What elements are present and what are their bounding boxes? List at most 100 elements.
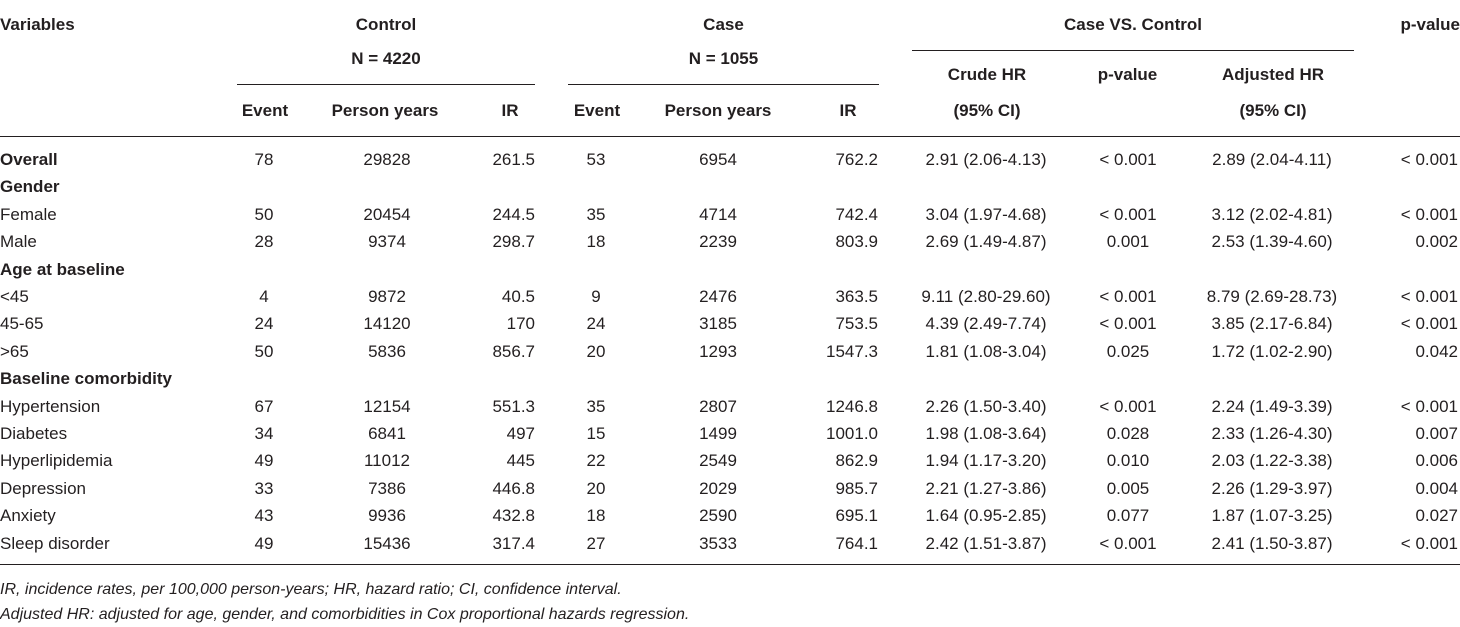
table-cell: 2.24 (1.49-3.39) <box>1211 396 1333 416</box>
table-cell: 18 <box>586 232 606 252</box>
table-cell: 20454 <box>363 204 411 224</box>
table-cell: 1499 <box>699 424 737 443</box>
table-cell: 244.5 <box>492 204 535 224</box>
table-cell: 2.33 (1.26-4.30) <box>1211 424 1333 443</box>
table-cell: 43 <box>254 506 274 526</box>
table-cell: 0.004 <box>1415 478 1458 498</box>
row-label: Anxiety <box>0 506 56 526</box>
table-cell: 2476 <box>699 287 737 306</box>
table-cell: 5836 <box>368 341 406 361</box>
table-cell: < 0.001 <box>1099 150 1157 169</box>
table-cell: 9.11 (2.80-29.60) <box>921 287 1051 306</box>
table-cell: 0.002 <box>1415 232 1458 252</box>
table-cell: 18 <box>586 506 606 526</box>
table-cell: 1.64 (0.95-2.85) <box>925 506 1047 526</box>
table-cell: 40.5 <box>501 287 535 306</box>
table-cell: < 0.001 <box>1099 287 1157 306</box>
table-cell: 15436 <box>363 533 411 553</box>
rule-comparison <box>912 50 1354 51</box>
table-row: Baseline comorbidity <box>0 365 1460 392</box>
rule-control <box>237 84 535 85</box>
row-label: <45 <box>0 287 29 306</box>
table-cell: 0.005 <box>1106 478 1150 498</box>
table-cell: 1.72 (1.02-2.90) <box>1211 341 1333 361</box>
row-label: 45-65 <box>0 314 44 334</box>
table-cell: 298.7 <box>492 232 535 252</box>
header-comparison: Case VS. Control <box>1064 15 1202 34</box>
table-cell: 856.7 <box>492 341 535 361</box>
table-row: Male 28 9374 298.7 18 2239 803.9 2.69 (1.49-4.8… <box>0 228 1460 255</box>
table-cell: 2.89 (2.04-4.11) <box>1212 150 1332 169</box>
table-cell: 34 <box>254 424 274 443</box>
table-cell: 0.007 <box>1415 424 1458 443</box>
table-cell: 862.9 <box>835 451 878 471</box>
table-cell: 50 <box>254 204 274 224</box>
table-cell: 35 <box>586 204 606 224</box>
table-cell: 317.4 <box>492 533 535 553</box>
table-cell: 695.1 <box>835 506 878 526</box>
rule-case <box>568 84 879 85</box>
section-label: Baseline comorbidity <box>0 369 172 389</box>
table-cell: 15 <box>586 424 606 443</box>
table-row: Sleep disorder 49 15436 317.4 27 3533 764.1 2.4… <box>0 530 1460 557</box>
row-label: Female <box>0 204 57 224</box>
table-cell: 2807 <box>699 396 737 416</box>
table-cell: 2.26 (1.50-3.40) <box>925 396 1047 416</box>
table-cell: 4 <box>259 287 269 306</box>
table-cell: 9 <box>591 287 601 306</box>
table-cell: 9374 <box>368 232 406 252</box>
row-label: Sleep disorder <box>0 533 110 553</box>
table-cell: 78 <box>254 150 274 169</box>
table-cell: 12154 <box>363 396 411 416</box>
table-cell: 1.94 (1.17-3.20) <box>925 451 1047 471</box>
table-cell: 2.21 (1.27-3.86) <box>925 478 1047 498</box>
table-cell: 7386 <box>368 478 406 498</box>
table-cell: < 0.001 <box>1400 150 1458 169</box>
header-pvalue-outer: p-value <box>1400 15 1460 34</box>
table-cell: 11012 <box>363 451 410 471</box>
table-cell: 2.91 (2.06-4.13) <box>925 150 1047 169</box>
table-cell: < 0.001 <box>1099 204 1157 224</box>
table-cell: 1.81 (1.08-3.04) <box>925 341 1047 361</box>
table-cell: 24 <box>586 314 606 334</box>
table-cell: 22 <box>586 451 606 471</box>
table-cell: 9872 <box>368 287 406 306</box>
header-control-n: N = 4220 <box>351 49 421 68</box>
row-label: Hypertension <box>0 396 101 416</box>
table-cell: 0.010 <box>1106 451 1150 471</box>
table-cell: 53 <box>586 150 606 169</box>
section-label: Gender <box>0 177 60 197</box>
table-cell: 4714 <box>699 204 737 224</box>
section-label: Overall <box>0 150 58 169</box>
table-cell: 67 <box>254 396 274 416</box>
header-adjusted-hr: Adjusted HR <box>1222 65 1324 84</box>
table-cell: 14120 <box>363 314 411 334</box>
table-cell: 764.1 <box>835 533 878 553</box>
header-adjusted-hr-ci: (95% CI) <box>1239 101 1307 120</box>
header-person-years-control: Person years <box>331 101 439 120</box>
table-cell: 2.03 (1.22-3.38) <box>1211 451 1333 471</box>
row-label: Hyperlipidemia <box>0 451 113 471</box>
table-row: Anxiety 43 9936 432.8 18 2590 695.1 1.64 (0.95-… <box>0 502 1460 529</box>
table-cell: 2.26 (1.29-3.97) <box>1211 478 1333 498</box>
table-cell: 49 <box>254 451 274 471</box>
table-cell: 2549 <box>699 451 737 471</box>
table-cell: < 0.001 <box>1400 396 1458 416</box>
table-cell: 803.9 <box>835 232 878 252</box>
table-cell: 1.98 (1.08-3.64) <box>925 424 1047 443</box>
table-cell: 9936 <box>368 506 406 526</box>
footnote-abbreviations: IR, incidence rates, per 100,000 person-… <box>0 581 622 598</box>
table-cell: 49 <box>254 533 274 553</box>
table-cell: 0.001 <box>1106 232 1150 252</box>
table-row: Hyperlipidemia 49 11012 445 22 2549 862.9 1.94 … <box>0 447 1460 474</box>
table-cell: 2590 <box>699 506 737 526</box>
row-label: >65 <box>0 341 29 361</box>
table-cell: 3.12 (2.02-4.81) <box>1211 204 1333 224</box>
table-cell: 35 <box>586 396 606 416</box>
header-crude-hr: Crude HR <box>947 65 1027 84</box>
table-row: 45-65 24 14120 170 24 3185 753.5 4.39 (2.49-7.7… <box>0 310 1460 337</box>
table-cell: 170 <box>506 314 535 334</box>
header-variables: Variables <box>0 15 75 34</box>
table-cell: 551.3 <box>492 396 535 416</box>
table-cell: 0.027 <box>1415 506 1458 526</box>
